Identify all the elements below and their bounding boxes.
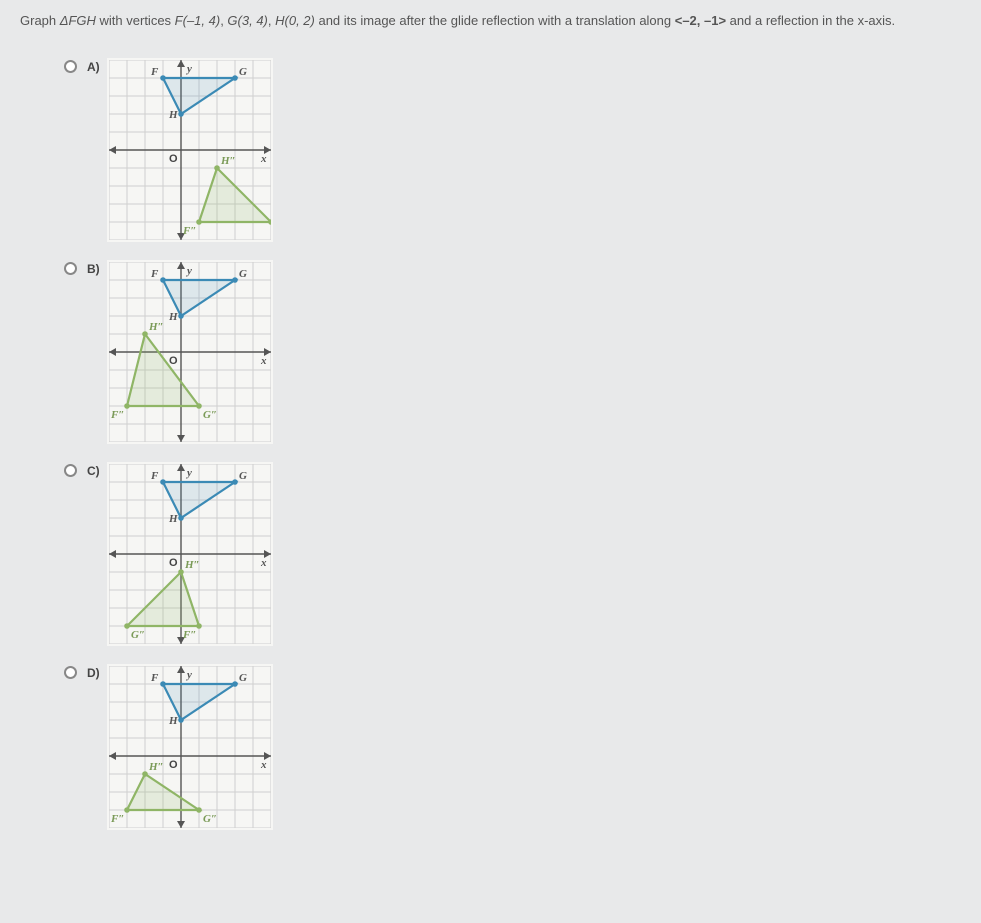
option-c[interactable]: C) y x O F G H F″ G″ H″ xyxy=(64,462,961,646)
svg-text:y: y xyxy=(185,669,192,681)
svg-text:y: y xyxy=(185,265,192,277)
svg-text:H″: H″ xyxy=(184,559,200,571)
svg-text:y: y xyxy=(185,63,192,75)
svg-text:G: G xyxy=(239,66,247,78)
svg-text:O: O xyxy=(169,759,178,771)
svg-text:H: H xyxy=(168,311,178,323)
graph-c: y x O F G H F″ G″ H″ xyxy=(107,462,273,646)
graph-a: yxOFGHF″G″H″ xyxy=(107,58,273,242)
svg-text:F: F xyxy=(150,470,159,482)
svg-text:O: O xyxy=(169,153,178,165)
svg-text:H: H xyxy=(168,715,178,727)
option-label: A) xyxy=(87,60,107,74)
option-b[interactable]: B) y x O F G H F″ G″ H″ xyxy=(64,260,961,444)
svg-text:G: G xyxy=(239,470,247,482)
svg-text:H: H xyxy=(168,109,178,121)
svg-text:x: x xyxy=(260,153,267,165)
svg-text:H″: H″ xyxy=(148,321,164,333)
svg-text:G″: G″ xyxy=(203,409,217,421)
svg-text:F″: F″ xyxy=(110,409,124,421)
svg-text:x: x xyxy=(260,759,267,771)
question-text: Graph ΔFGH with vertices F(–1, 4), G(3, … xyxy=(20,12,961,30)
radio-icon[interactable] xyxy=(64,262,77,275)
option-a[interactable]: A) yxOFGHF″G″H″ xyxy=(64,58,961,242)
svg-text:G″: G″ xyxy=(203,813,217,825)
svg-text:x: x xyxy=(260,557,267,569)
svg-text:F″: F″ xyxy=(182,225,196,237)
svg-text:O: O xyxy=(169,355,178,367)
option-label: D) xyxy=(87,666,107,680)
option-d[interactable]: D) y x O F G H F″ G″ H″ xyxy=(64,664,961,830)
radio-icon[interactable] xyxy=(64,464,77,477)
graph-d: y x O F G H F″ G″ H″ xyxy=(107,664,273,830)
svg-text:H: H xyxy=(168,513,178,525)
svg-text:F: F xyxy=(150,268,159,280)
svg-text:H″: H″ xyxy=(148,761,164,773)
svg-text:F: F xyxy=(150,672,159,684)
svg-text:G″: G″ xyxy=(131,629,145,641)
option-label: C) xyxy=(87,464,107,478)
radio-icon[interactable] xyxy=(64,60,77,73)
options-list: A) y x O F G H F″ G″ H″ B) y x O F G H F″ G″ H″ C) y x O F G… xyxy=(64,58,961,830)
svg-text:O: O xyxy=(169,557,178,569)
svg-text:G: G xyxy=(239,672,247,684)
svg-text:y: y xyxy=(185,467,192,479)
svg-text:F″: F″ xyxy=(182,629,196,641)
radio-icon[interactable] xyxy=(64,666,77,679)
svg-text:G: G xyxy=(239,268,247,280)
svg-text:H″: H″ xyxy=(220,155,236,167)
svg-text:x: x xyxy=(260,355,267,367)
option-label: B) xyxy=(87,262,107,276)
svg-text:F″: F″ xyxy=(110,813,124,825)
svg-text:F: F xyxy=(150,66,159,78)
graph-b: y x O F G H F″ G″ H″ xyxy=(107,260,273,444)
